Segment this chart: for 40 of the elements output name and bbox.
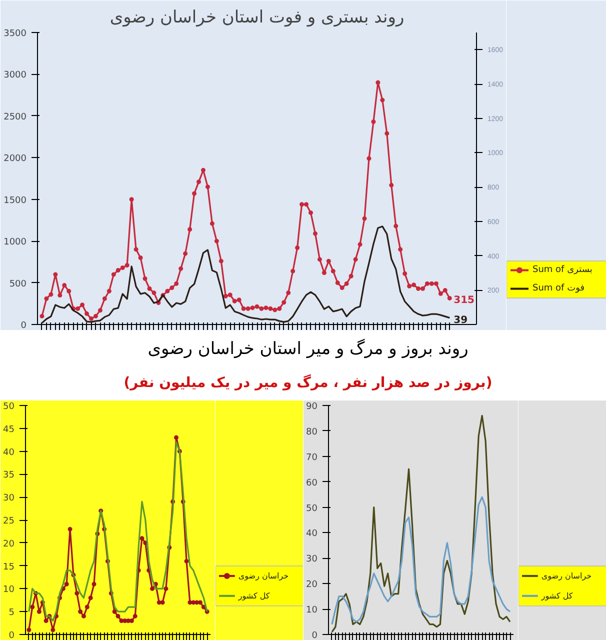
- y-tick-label: 90: [306, 402, 318, 412]
- y-tick-label: 10: [3, 585, 15, 596]
- legend-label: Sum of فوت: [532, 284, 585, 294]
- y-tick-label: 0: [312, 631, 318, 640]
- y-tick-label: 50: [306, 504, 318, 514]
- text: (بروز در صد هزار نفر ، مرگ و میر در یک میلیون نفر): [124, 373, 492, 394]
- y-tick-label: 500: [9, 279, 27, 290]
- y-tick-label: 3000: [4, 70, 27, 81]
- y-tick-label: 30: [306, 554, 318, 565]
- y-tick-label: 45: [3, 425, 14, 436]
- y-tick-label: 1500: [4, 196, 27, 206]
- legend-label: Sum of بستری: [532, 265, 592, 276]
- y-tick-label: 40: [306, 530, 318, 540]
- y-tick-label: 80: [306, 428, 318, 438]
- y-tick-label: 2000: [4, 154, 27, 164]
- chart-title: روند بستری و فوت استان خراسان رضوی: [110, 8, 404, 28]
- legend-label: خراسان رضوی: [238, 572, 289, 581]
- y-tick-label: 20: [306, 580, 318, 590]
- legend-label: کل کشور: [237, 592, 270, 601]
- y-tick-label: 60: [306, 478, 318, 489]
- text: 39: [454, 314, 468, 326]
- y-tick-label: 15: [3, 562, 14, 573]
- text: 315: [454, 295, 475, 306]
- y-tick-label: 3500: [4, 29, 27, 39]
- y-tick-label: 0: [8, 631, 15, 640]
- y-tick-label: 30: [3, 494, 15, 504]
- legend-label: خراسان رضوی: [541, 572, 592, 581]
- text: روند بروز و مرگ و میر استان خراسان رضوی: [148, 338, 468, 361]
- legend-label: کل کشور: [540, 592, 573, 601]
- y-tick-label: 40: [3, 448, 15, 458]
- y-tick-label: 25: [3, 516, 14, 527]
- y-tick-label: 1000: [4, 238, 27, 248]
- y-tick-label: 0: [20, 321, 27, 331]
- y-tick-label: 70: [306, 453, 318, 464]
- y-tick-label: 10: [306, 606, 318, 616]
- y-tick-label: 35: [3, 470, 14, 481]
- y-tick-label: 5: [8, 608, 15, 618]
- y-tick-label: 50: [3, 402, 15, 412]
- y-tick-label: 2500: [4, 112, 27, 122]
- y-tick-label: 20: [3, 540, 15, 550]
